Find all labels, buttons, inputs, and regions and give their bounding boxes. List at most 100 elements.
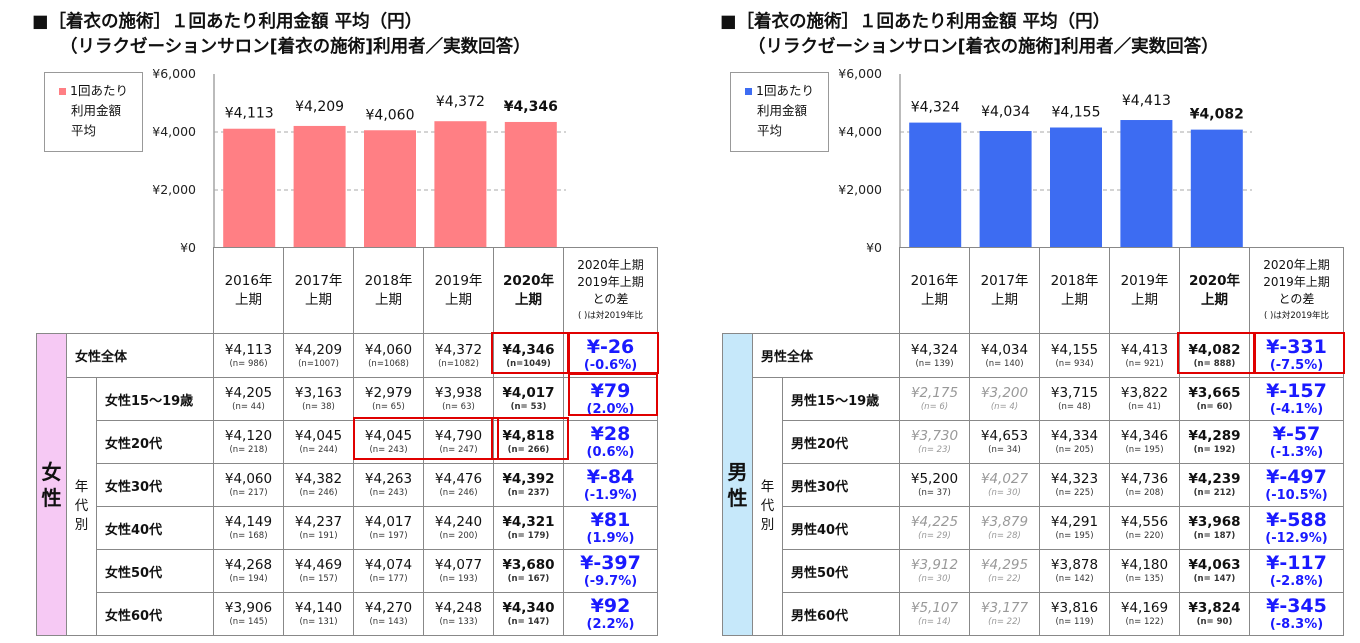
highlight-box — [568, 373, 658, 416]
chart-legend: 1回あたり 利用金額 平均 — [44, 72, 143, 152]
value-cell: ¥4,237 (n= 191) — [283, 506, 354, 550]
y-tick-label: ¥2,000 — [838, 182, 882, 197]
table-row: 女性60代 ¥3,906 (n= 145) ¥4,140 (n= 131) ¥4,2… — [37, 592, 658, 636]
bar-data-label: ¥4,060 — [366, 107, 415, 123]
value-cell: ¥3,878 (n= 142) — [1039, 549, 1110, 593]
data-table: 2016年 上期 2017年 上期 2018年 上期 2019年 上期 2020年 上期 … — [722, 247, 1344, 636]
value-cell: ¥4,790 (n= 247) — [423, 420, 494, 464]
title-line-2: （リラクゼーションサロン[着衣の施術]利用者／実数回答） — [748, 37, 1219, 57]
year-header-current: 2020年 上期 — [493, 247, 564, 334]
legend-line-3: 平均 — [71, 123, 97, 138]
value-cell: ¥4,653 (n= 34) — [969, 420, 1040, 464]
value-cell: ¥4,372 (n=1082) — [423, 333, 494, 378]
value-cell: ¥4,736 (n= 208) — [1109, 463, 1180, 507]
highlight-box — [491, 417, 569, 460]
value-cell: ¥4,248 (n= 133) — [423, 592, 494, 636]
value-cell: ¥4,209 (n=1007) — [283, 333, 354, 378]
y-tick-label: ¥6,000 — [152, 66, 196, 81]
value-cell: ¥3,912 (n= 30) — [899, 549, 970, 593]
value-cell: ¥4,334 (n= 205) — [1039, 420, 1110, 464]
title-line-2: （リラクゼーションサロン[着衣の施術]利用者／実数回答） — [60, 37, 531, 57]
year-header: 2016年 上期 — [213, 247, 284, 334]
value-cell: ¥4,074 (n= 177) — [353, 549, 424, 593]
legend-line-1: 1回あたり — [756, 83, 814, 98]
diff-cell: ¥-345 (-8.3%) — [1249, 592, 1344, 636]
year-header: 2016年 上期 — [899, 247, 970, 334]
value-cell: ¥4,556 (n= 220) — [1109, 506, 1180, 550]
value-cell: ¥3,906 (n= 145) — [213, 592, 284, 636]
bar — [1190, 129, 1243, 248]
diff-header: 2020年上期 2019年上期 との差 ( )は対2019年比 — [1249, 247, 1344, 334]
value-cell: ¥4,382 (n= 246) — [283, 463, 354, 507]
row-label: 男性30代 — [782, 463, 900, 507]
year-header: 2018年 上期 — [1039, 247, 1110, 334]
value-cell: ¥4,346 (n= 195) — [1109, 420, 1180, 464]
value-cell: ¥4,060 (n=1068) — [353, 333, 424, 378]
value-cell: ¥4,169 (n= 122) — [1109, 592, 1180, 636]
year-header: 2018年 上期 — [353, 247, 424, 334]
diff-cell: ¥28 (0.6%) — [563, 420, 658, 464]
value-cell: ¥4,295 (n= 22) — [969, 549, 1040, 593]
value-cell: ¥3,163 (n= 38) — [283, 377, 354, 421]
value-cell: ¥4,205 (n= 44) — [213, 377, 284, 421]
bar-chart: ¥6,000 ¥4,000 ¥2,000 ¥0 ¥4,324 ¥4,034 ¥4,155 ¥4… — [838, 66, 1252, 255]
title-line-1: ■［着衣の施術］１回あたり利用金額 平均（円） — [720, 12, 1111, 32]
value-cell: ¥4,289 (n= 192) — [1179, 420, 1250, 464]
value-cell: ¥4,818 (n= 266) — [493, 420, 564, 464]
row-label: 女性全体 — [66, 333, 214, 378]
value-cell: ¥4,239 (n= 212) — [1179, 463, 1250, 507]
bar-chart: ¥6,000 ¥4,000 ¥2,000 ¥0 ¥4,113 ¥4,209 ¥4,060 ¥4… — [152, 66, 566, 255]
table-row: 男性50代 ¥3,912 (n= 30) ¥4,295 (n= 22) ¥3,878… — [723, 549, 1344, 593]
value-cell: ¥4,060 (n= 217) — [213, 463, 284, 507]
table-row: 女性30代 ¥4,060 (n= 217) ¥4,382 (n= 246) ¥4,2… — [37, 463, 658, 507]
value-cell: ¥3,680 (n= 167) — [493, 549, 564, 593]
value-cell: ¥4,469 (n= 157) — [283, 549, 354, 593]
bar — [504, 121, 557, 248]
value-cell: ¥4,476 (n= 246) — [423, 463, 494, 507]
highlight-box — [1254, 332, 1345, 374]
value-cell: ¥3,968 (n= 187) — [1179, 506, 1250, 550]
row-label: 男性50代 — [782, 549, 900, 593]
diff-cell: ¥92 (2.2%) — [563, 592, 658, 636]
value-cell: ¥4,321 (n= 179) — [493, 506, 564, 550]
year-header-current: 2020年 上期 — [1179, 247, 1250, 334]
diff-cell: ¥-26 (-0.6%) — [563, 333, 658, 378]
legend-line-3: 平均 — [757, 123, 783, 138]
bar-data-label: ¥4,413 — [1122, 93, 1171, 109]
value-cell: ¥2,175 (n= 6) — [899, 377, 970, 421]
bar-data-label: ¥4,324 — [911, 100, 960, 116]
value-cell: ¥4,324 (n= 139) — [899, 333, 970, 378]
row-label: 女性60代 — [96, 592, 214, 636]
value-cell: ¥3,665 (n= 60) — [1179, 377, 1250, 421]
value-cell: ¥3,938 (n= 63) — [423, 377, 494, 421]
table-row: 男性40代 ¥4,225 (n= 29) ¥3,879 (n= 28) ¥4,291… — [723, 506, 1344, 550]
bar-data-label: ¥4,372 — [436, 94, 485, 110]
bar-data-label: ¥4,209 — [295, 99, 344, 115]
row-label: 男性20代 — [782, 420, 900, 464]
bar — [1120, 120, 1173, 248]
value-cell: ¥4,017 (n= 197) — [353, 506, 424, 550]
diff-cell: ¥-57 (-1.3%) — [1249, 420, 1344, 464]
legend-swatch — [59, 88, 66, 95]
value-cell: ¥4,323 (n= 225) — [1039, 463, 1110, 507]
female-panel: ■［着衣の施術］１回あたり利用金額 平均（円） （リラクゼーションサロン[着衣の… — [32, 12, 659, 636]
value-cell: ¥3,816 (n= 119) — [1039, 592, 1110, 636]
chart-legend: 1回あたり 利用金額 平均 — [730, 72, 829, 152]
value-cell: ¥4,240 (n= 200) — [423, 506, 494, 550]
value-cell: ¥4,140 (n= 131) — [283, 592, 354, 636]
y-tick-label: ¥2,000 — [152, 182, 196, 197]
age-group-label: 年代別 — [752, 377, 783, 636]
table-row: 年代別 女性15～19歳 ¥4,205 (n= 44) ¥3,163 (n= 38)… — [37, 377, 658, 636]
row-label: 女性15～19歳 — [96, 377, 214, 421]
male-panel: ■［着衣の施術］１回あたり利用金額 平均（円） （リラクゼーションサロン[着衣の… — [680, 0, 1360, 643]
value-cell: ¥3,824 (n= 90) — [1179, 592, 1250, 636]
diff-cell: ¥-397 (-9.7%) — [563, 549, 658, 593]
y-tick-label: ¥0 — [866, 240, 882, 255]
bar — [223, 128, 276, 248]
bar — [979, 131, 1032, 248]
diff-cell: ¥-117 (-2.8%) — [1249, 549, 1344, 593]
y-tick-label: ¥6,000 — [838, 66, 882, 81]
row-label: 女性40代 — [96, 506, 214, 550]
bar — [909, 122, 962, 248]
year-header: 2017年 上期 — [283, 247, 354, 334]
